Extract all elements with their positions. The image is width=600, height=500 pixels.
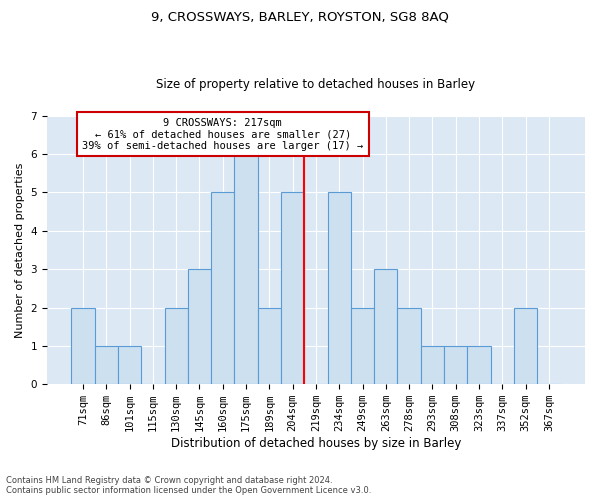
Bar bbox=[351, 308, 374, 384]
Text: Contains HM Land Registry data © Crown copyright and database right 2024.
Contai: Contains HM Land Registry data © Crown c… bbox=[6, 476, 371, 495]
X-axis label: Distribution of detached houses by size in Barley: Distribution of detached houses by size … bbox=[171, 437, 461, 450]
Bar bbox=[328, 192, 351, 384]
Bar bbox=[95, 346, 118, 384]
Bar bbox=[444, 346, 467, 384]
Bar bbox=[211, 192, 235, 384]
Text: 9, CROSSWAYS, BARLEY, ROYSTON, SG8 8AQ: 9, CROSSWAYS, BARLEY, ROYSTON, SG8 8AQ bbox=[151, 10, 449, 23]
Title: Size of property relative to detached houses in Barley: Size of property relative to detached ho… bbox=[157, 78, 476, 91]
Y-axis label: Number of detached properties: Number of detached properties bbox=[15, 162, 25, 338]
Bar bbox=[258, 308, 281, 384]
Text: 9 CROSSWAYS: 217sqm
← 61% of detached houses are smaller (27)
39% of semi-detach: 9 CROSSWAYS: 217sqm ← 61% of detached ho… bbox=[82, 118, 364, 151]
Bar bbox=[188, 269, 211, 384]
Bar bbox=[71, 308, 95, 384]
Bar bbox=[421, 346, 444, 384]
Bar bbox=[235, 154, 258, 384]
Bar bbox=[514, 308, 537, 384]
Bar bbox=[118, 346, 141, 384]
Bar bbox=[397, 308, 421, 384]
Bar bbox=[164, 308, 188, 384]
Bar bbox=[281, 192, 304, 384]
Bar bbox=[467, 346, 491, 384]
Bar bbox=[374, 269, 397, 384]
